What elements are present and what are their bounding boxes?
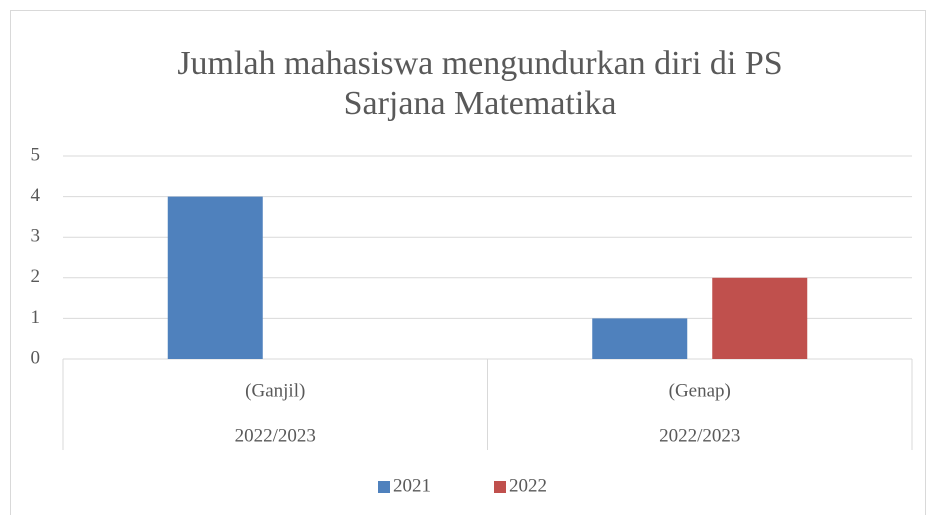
legend-swatch [378, 481, 390, 493]
y-tick-label: 3 [31, 226, 41, 247]
x-group-label: 2022/2023 [659, 425, 740, 446]
bar [592, 318, 688, 359]
x-group-label: 2022/2023 [235, 425, 316, 446]
x-tick-label: (Ganjil) [245, 380, 305, 401]
chart-title: Sarjana Matematika [344, 85, 617, 122]
legend-label: 2021 [393, 475, 431, 496]
x-tick-label: (Genap) [669, 380, 731, 401]
bar [712, 277, 808, 359]
chart-frame [10, 10, 926, 515]
chart-title: Jumlah mahasiswa mengundurkan diri di PS [177, 45, 782, 82]
legend-label: 2022 [509, 475, 547, 496]
legend-swatch [494, 481, 506, 493]
y-tick-label: 4 [31, 185, 41, 206]
y-tick-label: 2 [31, 266, 41, 287]
y-tick-label: 0 [31, 347, 41, 368]
bar [167, 196, 263, 359]
y-tick-label: 5 [31, 144, 41, 165]
y-tick-label: 1 [31, 307, 41, 328]
